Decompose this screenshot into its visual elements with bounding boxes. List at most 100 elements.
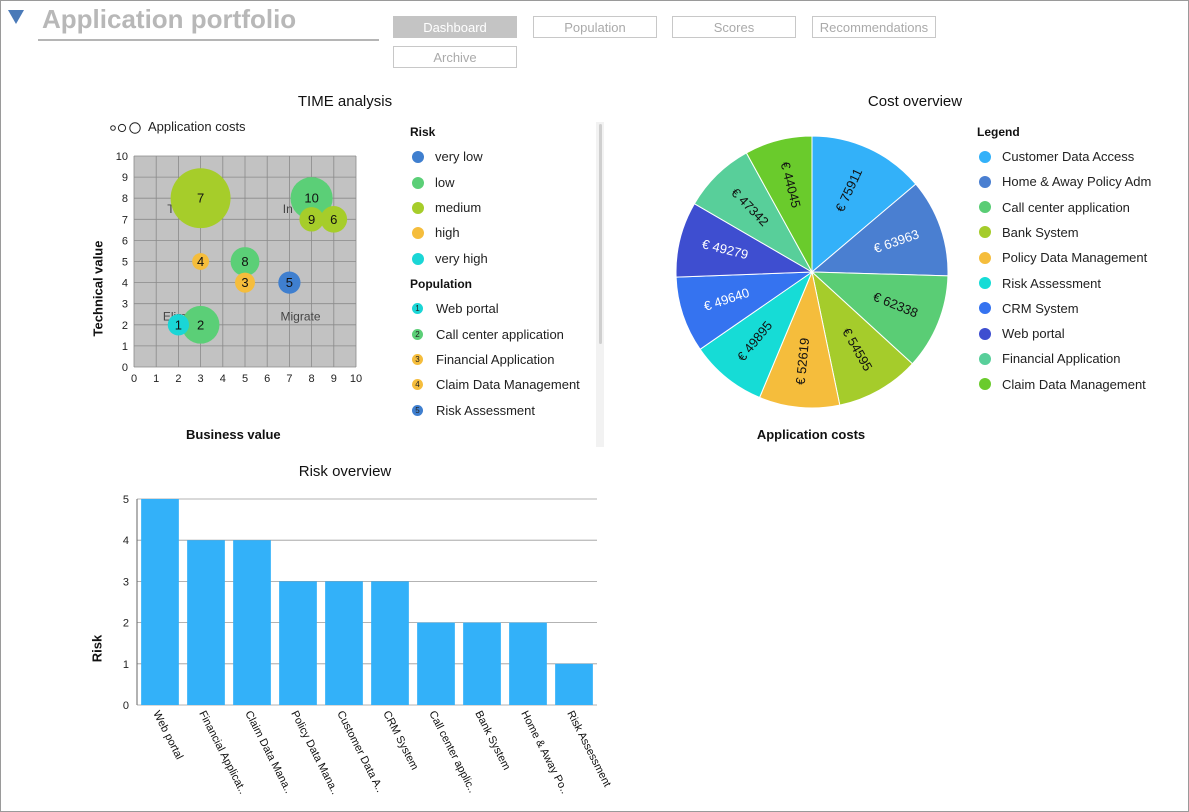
y-tick-label: 7 [122,214,128,226]
bubble-label: 2 [197,317,204,332]
y-tick-label: 2 [122,320,128,332]
y-tick-label: 8 [122,193,128,205]
legend-population-item: 3 Financial Application [412,351,555,369]
pie-slice [758,270,841,409]
risk-overview-bar-chart: 0 1 2 3 4 5 Web portal Financial Applicat..Clai… [123,494,613,797]
x-tick-label: 10 [350,373,362,385]
risk-legend-title: Risk [410,125,436,139]
tab-archive[interactable]: Archive [393,46,517,68]
pie-slice [810,183,949,277]
pie-legend-item: Bank System [979,224,1079,242]
x-tick-label: 6 [264,373,270,385]
bubble-label: 3 [241,275,248,290]
legend-label: very low [435,149,483,164]
legend-scrollbar-thumb[interactable] [599,124,602,344]
legend-risk-very-low: very low [412,148,483,166]
legend-label: CRM System [1002,300,1079,316]
pie-legend-title: Legend [977,125,1020,139]
legend-label: low [435,175,455,190]
bubble-point [290,177,333,220]
x-tick-label: Claim Data Mana.. [242,709,294,796]
y-tick-label: 6 [122,235,128,247]
y-tick-label: 2 [123,618,129,630]
time-analysis-scatter-chart: 012345678910012345678910TInElimMigrate71… [116,151,362,385]
y-tick-label: 4 [123,535,129,547]
pie-legend-item: Risk Assessment [979,275,1101,293]
y-tick-label: 1 [123,659,129,671]
bar [463,622,501,705]
bubble-point [278,271,301,294]
page-title: Application portfolio [42,4,297,34]
bubble-label: 5 [286,275,293,290]
x-tick-label: 1 [153,373,159,385]
legend-dot-icon: 1 [412,303,423,315]
tab-recommendations[interactable]: Recommendations [812,16,936,38]
bubble-point [167,314,190,336]
legend-dot-icon [979,327,991,340]
size-legend-icon [110,122,141,134]
legend-dot-icon [412,201,424,214]
y-tick-label: 0 [122,362,128,374]
time-analysis-title: TIME analysis [297,93,393,110]
legend-label: Claim Data Management [436,377,580,392]
x-tick-label: Web portal [150,709,185,762]
x-tick-label: 4 [220,373,226,385]
pie-legend-item: CRM System [979,300,1079,318]
bar [555,663,593,705]
legend-label: Web portal [436,301,499,316]
legend-dot-icon: 4 [412,379,423,391]
legend-risk-low: low [412,174,455,192]
y-axis-title: Technical value [90,240,106,337]
legend-label: Risk Assessment [436,403,535,418]
tab-dashboard[interactable]: Dashboard [393,16,517,38]
legend-dot-icon [979,302,991,315]
quadrant-label: T [167,202,175,216]
x-tick-label: 2 [175,373,181,385]
legend-population-item: 4 Claim Data Management [412,376,580,394]
x-tick-label: CRM System [380,709,420,772]
legend-population-item: 2 Call center application [412,326,564,344]
cost-overview-pie-chart: € 75911€ 63963€ 62338€ 54595€ 52619€ 498… [675,135,949,409]
legend-label: Call center application [1002,199,1130,215]
bar [187,540,225,705]
pie-slice [745,135,813,273]
legend-label: very high [435,251,488,266]
x-tick-label: 9 [331,373,337,385]
legend-label: Financial Application [436,352,555,367]
cost-overview-title: Cost overview [867,93,963,110]
tab-scores[interactable]: Scores [672,16,796,38]
x-axis-title: Business value [186,427,281,442]
quadrant-label: In [283,202,293,216]
x-tick-label: 8 [309,373,315,385]
bubble-label: 9 [308,212,315,227]
bar [325,581,363,705]
collapse-triangle-icon[interactable] [8,10,24,24]
legend-risk-medium: medium [412,199,481,217]
bubble-point [170,168,231,229]
y-tick-label: 1 [122,341,128,353]
legend-dot-icon [979,150,991,163]
bar [141,499,179,705]
legend-population-item: 1 Web portal [412,300,499,318]
bubble-point [320,205,348,233]
legend-dot-icon [979,378,991,391]
legend-label: Bank System [1002,224,1079,240]
pie-slice-label: € 52619 [793,337,812,385]
pie-legend-item: Web portal [979,325,1065,343]
legend-dot-icon [979,175,991,188]
x-tick-label: Risk Assessment [564,709,613,789]
bubble-point [235,272,255,293]
risk-overview-title: Risk overview [298,463,392,480]
population-legend-title: Population [410,277,472,291]
legend-label: Call center application [436,327,564,342]
legend-dot-icon [979,201,991,214]
pie-legend-item: Policy Data Management [979,249,1147,267]
bubble-label: 10 [304,191,318,206]
x-tick-label: Bank System [472,709,512,772]
y-tick-label: 0 [123,700,129,712]
legend-label: high [435,225,460,240]
bar [509,622,547,705]
bar [371,581,409,705]
tab-population[interactable]: Population [533,16,657,38]
bubble-label: 8 [241,254,248,269]
